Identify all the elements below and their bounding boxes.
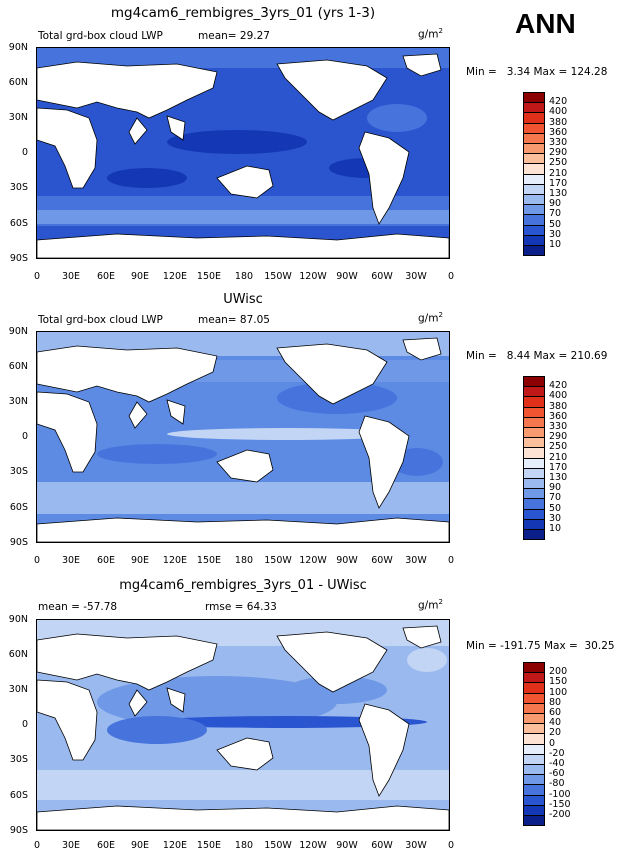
colorbar-level-label: 150 — [549, 676, 568, 688]
colorbar-level-label: 130 — [549, 188, 568, 199]
colorbar-level-label: 210 — [549, 167, 568, 179]
colorbar-level-label: -60 — [549, 768, 565, 780]
colorbar-level-label: 60 — [549, 707, 562, 718]
panel-title: mg4cam6_rembigres_3yrs_01 (yrs 1-3) — [110, 5, 376, 21]
colorbar-level-label: 400 — [549, 106, 568, 118]
colorbar-level-label: 30 — [549, 512, 562, 524]
map-panel-2 — [36, 331, 450, 543]
colorbar-level-label: 250 — [549, 441, 568, 453]
colorbar-level-label: 50 — [549, 218, 562, 230]
colorbar-level-label: -80 — [549, 778, 565, 790]
mean-value: mean = -57.78 — [38, 601, 118, 613]
colorbar-level-label: -20 — [549, 747, 565, 759]
map-field — [37, 332, 449, 542]
min-max-stats: Min = 8.44 Max = 210.69 — [466, 350, 608, 362]
colorbar-level-label: 70 — [549, 492, 562, 504]
map-panel-3 — [36, 619, 450, 831]
min-max-stats: Min = -191.75 Max = 30.25 — [466, 640, 615, 652]
colorbar-level-label: 170 — [549, 461, 568, 473]
colorbar-level-label: 30 — [549, 228, 562, 240]
min-max-stats: Min = 3.34 Max = 124.28 — [466, 66, 608, 78]
units-label: g/m2 — [418, 311, 443, 325]
rmse-value: rmse = 64.33 — [205, 601, 277, 613]
panel-title: mg4cam6_rembigres_3yrs_01 - UWisc — [119, 578, 367, 593]
mean-value: mean= 87.05 — [198, 314, 270, 326]
colorbar-level-label: 330 — [549, 137, 568, 148]
colorbar-level-label: 80 — [549, 696, 562, 708]
variable-label: Total grd-box cloud LWP — [38, 314, 163, 326]
colorbar-level-label: 420 — [549, 96, 568, 108]
colorbar-level-label: 40 — [549, 717, 562, 729]
colorbar-level-label: 130 — [549, 472, 568, 483]
colorbar-level-label: 400 — [549, 390, 568, 402]
colorbar-level-label: 290 — [549, 431, 568, 443]
colorbar-swatch — [523, 529, 545, 541]
colorbar-level-label: -40 — [549, 758, 565, 769]
map-field — [37, 620, 449, 830]
colorbar-level-label: 50 — [549, 502, 562, 514]
colorbar-level-label: 360 — [549, 410, 568, 422]
colorbar-level-label: -200 — [549, 809, 571, 820]
season-label: ANN — [515, 8, 576, 39]
colorbar-level-label: 90 — [549, 482, 562, 494]
colorbar-level-label: 90 — [549, 198, 562, 210]
colorbar-level-label: 200 — [549, 666, 568, 678]
colorbar-swatch — [523, 815, 545, 827]
colorbar-level-label: 360 — [549, 126, 568, 138]
colorbar-level-label: 100 — [549, 686, 568, 698]
colorbar-level-label: 0 — [549, 737, 556, 749]
colorbar-level-label: 170 — [549, 177, 568, 189]
map-panel-1 — [36, 47, 450, 259]
units-label: g/m2 — [418, 27, 443, 41]
map-field — [37, 48, 449, 258]
colorbar-level-label: -150 — [549, 798, 571, 810]
colorbar-level-label: 210 — [549, 451, 568, 463]
colorbar-swatch — [523, 245, 545, 257]
colorbar-level-label: 380 — [549, 400, 568, 412]
colorbar-level-label: 10 — [549, 239, 562, 250]
colorbar-level-label: 380 — [549, 116, 568, 128]
panel-title: UWisc — [223, 292, 263, 307]
colorbar-level-label: 70 — [549, 208, 562, 220]
colorbar-level-label: 330 — [549, 421, 568, 432]
variable-label: Total grd-box cloud LWP — [38, 30, 163, 42]
colorbar-level-label: 420 — [549, 380, 568, 392]
units-label: g/m2 — [418, 598, 443, 612]
colorbar-level-label: 20 — [549, 727, 562, 739]
colorbar-level-label: 250 — [549, 157, 568, 169]
colorbar-level-label: 290 — [549, 147, 568, 159]
colorbar-level-label: 10 — [549, 523, 562, 534]
colorbar-level-label: -100 — [549, 788, 571, 800]
mean-value: mean= 29.27 — [198, 30, 270, 42]
